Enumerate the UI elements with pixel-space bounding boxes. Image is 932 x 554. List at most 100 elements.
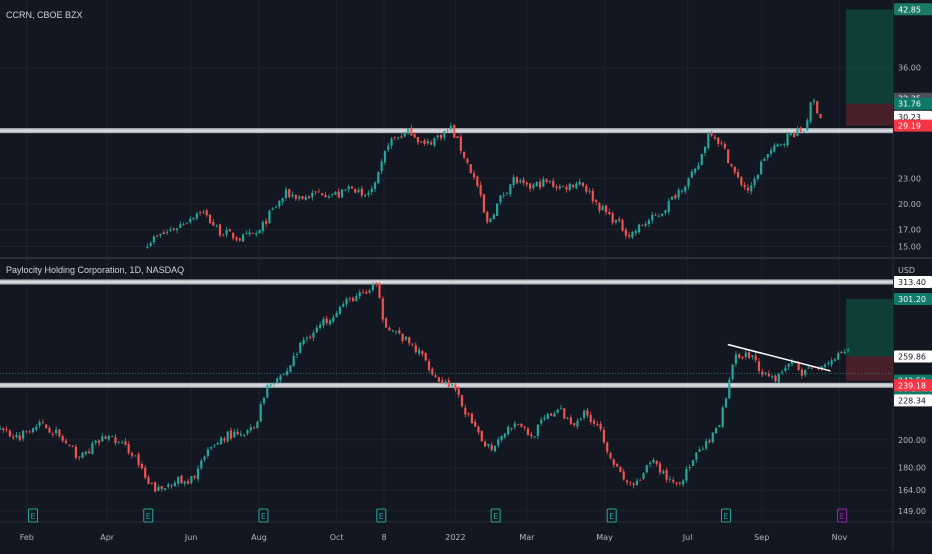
candle[interactable]	[107, 436, 110, 440]
candle[interactable]	[525, 182, 528, 185]
candle[interactable]	[476, 176, 479, 186]
candle[interactable]	[144, 467, 147, 478]
candle[interactable]	[443, 130, 446, 138]
candle[interactable]	[357, 190, 360, 192]
candle[interactable]	[354, 188, 357, 193]
candle[interactable]	[810, 367, 813, 369]
candle[interactable]	[208, 214, 212, 223]
candle[interactable]	[38, 422, 41, 426]
candle[interactable]	[183, 481, 186, 484]
candle[interactable]	[804, 370, 807, 376]
candle[interactable]	[430, 142, 433, 145]
candle[interactable]	[812, 100, 816, 102]
candle[interactable]	[575, 183, 578, 189]
candle[interactable]	[743, 184, 746, 188]
candle[interactable]	[251, 233, 255, 235]
candle[interactable]	[437, 377, 440, 382]
stop-loss-zone[interactable]	[846, 103, 893, 126]
candle[interactable]	[460, 395, 464, 407]
candle[interactable]	[276, 378, 279, 383]
candle[interactable]	[700, 154, 703, 165]
candle[interactable]	[226, 431, 229, 442]
candle[interactable]	[760, 161, 763, 175]
candle[interactable]	[827, 363, 830, 365]
price-badge[interactable]	[894, 3, 932, 16]
candle[interactable]	[599, 423, 602, 430]
candle[interactable]	[2, 428, 5, 431]
candle[interactable]	[581, 182, 585, 187]
candle[interactable]	[259, 404, 262, 422]
candle[interactable]	[522, 179, 525, 184]
candle[interactable]	[64, 440, 68, 444]
candle[interactable]	[414, 345, 417, 353]
candle[interactable]	[182, 224, 185, 225]
candle[interactable]	[94, 440, 97, 443]
candle[interactable]	[350, 186, 354, 189]
candle[interactable]	[266, 385, 269, 398]
candle[interactable]	[675, 482, 678, 484]
candle[interactable]	[193, 476, 196, 478]
candle[interactable]	[612, 459, 615, 465]
candle[interactable]	[172, 228, 175, 231]
candle[interactable]	[213, 444, 216, 446]
candle[interactable]	[515, 177, 519, 184]
candle[interactable]	[154, 482, 157, 492]
candle[interactable]	[644, 223, 647, 226]
candle[interactable]	[806, 120, 809, 131]
candle[interactable]	[797, 363, 800, 371]
candle[interactable]	[721, 407, 724, 427]
candle[interactable]	[434, 375, 437, 377]
candle[interactable]	[433, 138, 436, 146]
candle[interactable]	[220, 437, 223, 445]
candle[interactable]	[632, 483, 635, 486]
candle[interactable]	[761, 371, 764, 375]
candle[interactable]	[596, 424, 599, 426]
candle[interactable]	[688, 467, 691, 469]
candle[interactable]	[662, 471, 665, 474]
candle[interactable]	[545, 179, 548, 182]
candle[interactable]	[622, 471, 625, 480]
candle[interactable]	[658, 463, 662, 473]
candle[interactable]	[416, 137, 420, 143]
candle[interactable]	[170, 484, 173, 486]
candle[interactable]	[793, 133, 796, 138]
candle[interactable]	[502, 194, 505, 196]
candle[interactable]	[459, 136, 462, 151]
candle[interactable]	[807, 367, 810, 369]
candle[interactable]	[404, 336, 407, 340]
take-profit-zone[interactable]	[846, 9, 893, 104]
candle[interactable]	[809, 102, 812, 122]
candle[interactable]	[786, 133, 789, 146]
candle[interactable]	[187, 480, 190, 484]
candle[interactable]	[403, 132, 406, 137]
candle[interactable]	[295, 354, 299, 355]
candle[interactable]	[146, 246, 149, 248]
candle[interactable]	[81, 452, 84, 458]
candle[interactable]	[685, 468, 688, 481]
candle[interactable]	[466, 158, 469, 163]
candle[interactable]	[394, 330, 398, 332]
candle[interactable]	[800, 369, 803, 376]
price-badge[interactable]	[894, 292, 932, 305]
earnings-marker[interactable]	[721, 508, 732, 523]
candle[interactable]	[645, 465, 648, 473]
candle[interactable]	[15, 434, 18, 437]
candle[interactable]	[101, 436, 104, 442]
price-badge[interactable]	[894, 394, 932, 407]
candle[interactable]	[169, 229, 172, 231]
candle[interactable]	[550, 413, 553, 416]
candle[interactable]	[542, 179, 545, 187]
candle[interactable]	[367, 192, 370, 195]
candle[interactable]	[192, 218, 195, 220]
candle[interactable]	[538, 181, 542, 188]
candle[interactable]	[449, 125, 453, 130]
candle[interactable]	[0, 428, 2, 430]
candle[interactable]	[830, 360, 833, 365]
price-badge[interactable]	[894, 379, 932, 392]
candle[interactable]	[687, 177, 690, 187]
candle[interactable]	[740, 177, 743, 185]
candle[interactable]	[451, 383, 454, 386]
candle[interactable]	[628, 235, 631, 237]
candle[interactable]	[305, 337, 308, 339]
candle[interactable]	[159, 233, 162, 236]
